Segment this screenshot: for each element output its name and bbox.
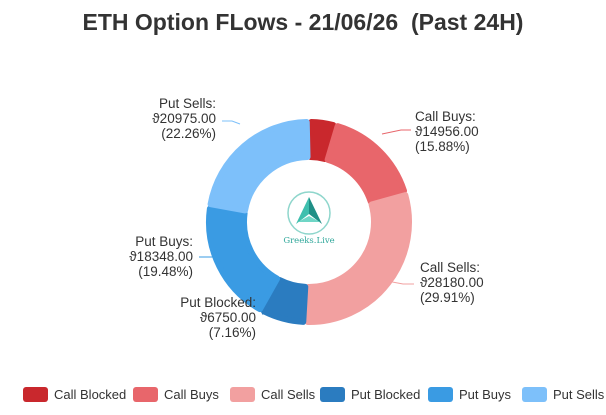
legend-swatch-put-blocked[interactable] [320, 387, 345, 402]
legend-label-put-blocked[interactable]: Put Blocked [351, 387, 420, 402]
leader-line-call-buys [381, 129, 411, 135]
slice-label-call-buys: Call Buys: [415, 109, 476, 124]
slice-label-put-blocked: Put Blocked: [180, 295, 256, 310]
slice-label-put-blocked: ϑ6750.00 [200, 310, 256, 325]
slice-label-put-buys: (19.48%) [138, 264, 193, 279]
legend-label-call-blocked[interactable]: Call Blocked [54, 387, 126, 402]
slice-label-call-buys: ϑ14956.00 [415, 124, 479, 139]
slice-put-sells[interactable] [207, 119, 311, 214]
slice-label-call-buys: (15.88%) [415, 139, 470, 154]
chart-title: ETH Option FLows - 21/06/26 (Past 24H) [83, 9, 524, 35]
slice-label-call-sells: Call Sells: [420, 260, 480, 275]
greeks-live-logo: Greeks.Live [283, 191, 335, 246]
legend-label-put-buys[interactable]: Put Buys [459, 387, 512, 402]
slice-labels: Call Buys:ϑ14956.00(15.88%)Call Sells:ϑ2… [129, 96, 483, 340]
legend-swatch-call-blocked[interactable] [23, 387, 48, 402]
slice-call-sells[interactable] [304, 192, 412, 325]
slice-put-buys[interactable] [206, 205, 281, 313]
leader-line-put-blocked [262, 295, 284, 315]
legend-label-call-sells[interactable]: Call Sells [261, 387, 316, 402]
legend-swatch-call-buys[interactable] [133, 387, 158, 402]
logo-text: Greeks.Live [283, 236, 334, 246]
slice-label-put-sells: (22.26%) [161, 126, 216, 141]
slice-label-put-sells: Put Sells: [159, 96, 216, 111]
slice-label-call-sells: (29.91%) [420, 290, 475, 305]
slice-label-call-sells: ϑ28180.00 [420, 275, 484, 290]
slice-label-put-sells: ϑ20975.00 [152, 111, 216, 126]
slice-put-blocked[interactable] [260, 277, 309, 325]
legend-swatch-put-sells[interactable] [522, 387, 547, 402]
legend-label-call-buys[interactable]: Call Buys [164, 387, 219, 402]
legend: Call Blocked Call Buys Call Sells Put Block… [23, 387, 605, 402]
slice-label-put-buys: Put Buys: [135, 234, 193, 249]
slice-call-buys[interactable] [324, 123, 408, 205]
slice-label-put-buys: ϑ18348.00 [129, 249, 193, 264]
leader-line-call-sells [386, 280, 414, 285]
legend-swatch-put-buys[interactable] [428, 387, 453, 402]
donut-slices [206, 119, 412, 325]
legend-swatch-call-sells[interactable] [230, 387, 255, 402]
slice-label-put-blocked: (7.16%) [209, 325, 256, 340]
legend-label-put-sells[interactable]: Put Sells [553, 387, 605, 402]
leader-line-put-sells [222, 120, 241, 125]
